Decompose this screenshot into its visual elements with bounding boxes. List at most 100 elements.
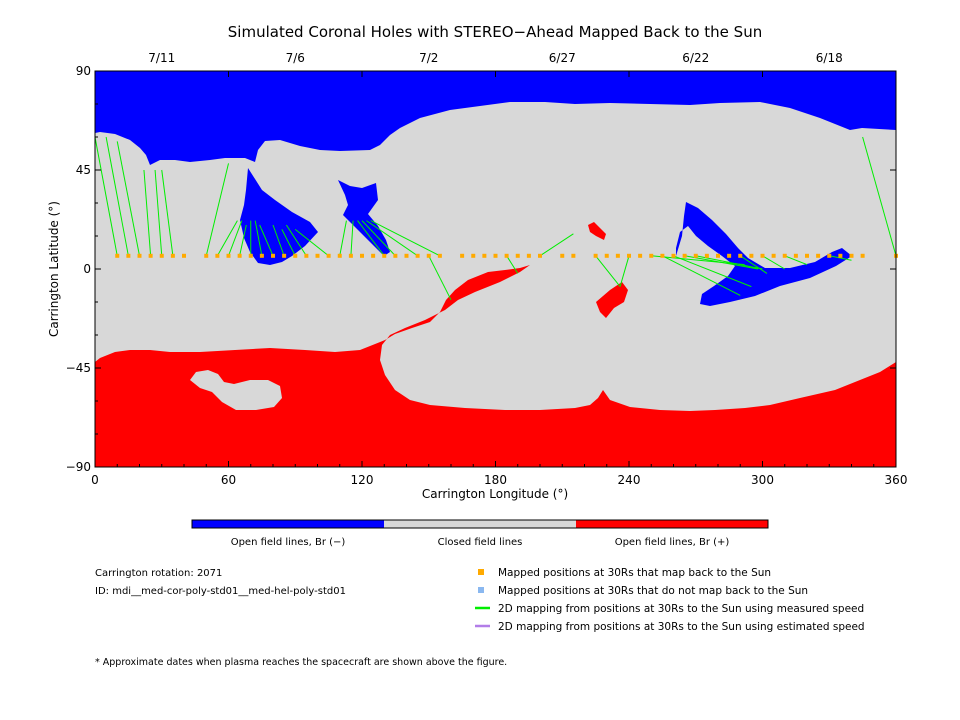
- top-date-label-2: 7/2: [419, 51, 438, 65]
- mapped-point-59: [816, 253, 821, 258]
- mapping-line-33: [739, 255, 768, 274]
- mapping-line-27: [619, 255, 630, 287]
- mapping-line-20: [361, 220, 396, 257]
- mapping-line-34: [762, 255, 786, 270]
- mapped-points: [115, 253, 898, 258]
- mapped-point-60: [827, 253, 832, 258]
- x-axis-ticks: 0 60 120 180 240 300 360: [91, 71, 907, 487]
- mapping-line-5: [161, 169, 174, 256]
- mapped-point-25: [404, 253, 409, 258]
- colorbar-positive: [576, 520, 768, 528]
- mapped-point-45: [660, 253, 665, 258]
- mapping-line-36: [829, 255, 852, 261]
- mapped-point-56: [782, 253, 787, 258]
- mapped-point-55: [771, 253, 776, 258]
- mapped-point-24: [393, 253, 398, 258]
- colorbar: Open field lines, Br (−) Closed field li…: [191, 519, 769, 548]
- y-tick-label-0: 90: [76, 64, 91, 78]
- mapping-line-1: [105, 136, 129, 256]
- mapped-point-50: [716, 253, 720, 258]
- mapped-point-28: [437, 253, 442, 258]
- mapping-line-25: [539, 233, 574, 257]
- mapping-line-28: [651, 255, 745, 266]
- top-date-label-5: 6/18: [816, 51, 843, 65]
- y-axis-label: Carrington Latitude (°): [47, 201, 61, 337]
- top-date-labels: 7/11 7/6 7/2 6/27 6/22 6/18: [148, 51, 842, 65]
- mapping-line-8: [228, 220, 243, 256]
- mapped-point-26: [415, 253, 420, 258]
- mapped-point-36: [538, 253, 542, 258]
- mapping-line-13: [272, 224, 285, 256]
- mapping-line-18: [350, 220, 354, 256]
- mapping-line-29: [662, 255, 741, 296]
- y-tick-label-1: 45: [76, 163, 91, 177]
- mapped-point-15: [293, 253, 298, 258]
- legend: Mapped positions at 30Rs that map back t…: [475, 567, 865, 633]
- top-date-label-0: 7/11: [148, 51, 175, 65]
- mapped-point-20: [348, 253, 353, 258]
- mapped-point-1: [126, 253, 131, 258]
- mapped-point-5: [170, 253, 175, 258]
- mapped-point-52: [738, 253, 743, 258]
- mapped-point-10: [237, 253, 242, 258]
- mapped-point-8: [215, 253, 220, 258]
- mapped-point-41: [615, 253, 620, 258]
- x-tick-label-2: 120: [351, 473, 374, 487]
- mapped-point-34: [515, 253, 520, 258]
- mapping-line-14: [281, 229, 296, 257]
- y-tick-label-3: −45: [66, 361, 91, 375]
- open-positive-south-region: [95, 265, 896, 467]
- mapping-line-32: [695, 255, 763, 270]
- mapped-point-23: [382, 253, 387, 258]
- mapped-point-11: [248, 253, 253, 258]
- mapping-line-9: [239, 224, 247, 256]
- mapped-point-39: [593, 253, 598, 258]
- x-tick-label-6: 360: [885, 473, 908, 487]
- mapping-line-23: [428, 255, 452, 301]
- mapping-line-37: [862, 136, 897, 256]
- top-date-label-3: 6/27: [549, 51, 576, 65]
- mapping-line-17: [339, 220, 347, 256]
- mapped-point-35: [526, 253, 531, 258]
- top-date-label-4: 6/22: [682, 51, 709, 65]
- mapping-line-7: [216, 220, 238, 257]
- mapped-point-29: [460, 253, 465, 258]
- x-tick-label-4: 240: [618, 473, 641, 487]
- mapped-point-37: [560, 253, 565, 258]
- colorbar-label-negative: Open field lines, Br (−): [231, 537, 346, 548]
- mapping-line-3: [143, 169, 152, 256]
- mapped-point-4: [159, 253, 164, 258]
- open-positive-patch-2: [588, 222, 606, 240]
- mapped-point-17: [315, 253, 320, 258]
- top-date-label-1: 7/6: [286, 51, 305, 65]
- mapped-point-53: [749, 253, 754, 258]
- mapped-point-51: [727, 253, 732, 258]
- mapped-point-48: [693, 253, 698, 258]
- mapping-line-24: [506, 255, 519, 274]
- y-tick-label-4: −90: [66, 460, 91, 474]
- colorbar-closed: [384, 520, 576, 528]
- mapped-point-18: [326, 253, 331, 258]
- mapped-point-40: [604, 253, 609, 258]
- mapped-point-9: [226, 253, 231, 258]
- mapping-line-12: [259, 224, 274, 256]
- mapped-point-6: [182, 253, 186, 258]
- mapped-point-63: [860, 253, 865, 258]
- mapped-point-61: [838, 253, 843, 258]
- plot-area: [95, 71, 896, 467]
- legend-label-0: Mapped positions at 30Rs that map back t…: [498, 567, 771, 579]
- mapped-point-42: [627, 253, 631, 258]
- mapped-point-58: [805, 253, 809, 258]
- mapped-point-7: [204, 253, 209, 258]
- mapped-point-0: [115, 253, 120, 258]
- mapped-point-32: [493, 253, 498, 258]
- legend-swatch-1: [478, 587, 484, 593]
- model-id-text: ID: mdi__med-cor-poly-std01__med-hel-pol…: [95, 586, 346, 597]
- x-tick-label-1: 60: [221, 473, 236, 487]
- x-axis-label: Carrington Longitude (°): [422, 487, 568, 501]
- carrington-rotation-text: Carrington rotation: 2071: [95, 568, 222, 579]
- mapped-point-54: [760, 253, 765, 258]
- mapping-line-2: [116, 141, 140, 256]
- mapping-line-0: [94, 136, 118, 256]
